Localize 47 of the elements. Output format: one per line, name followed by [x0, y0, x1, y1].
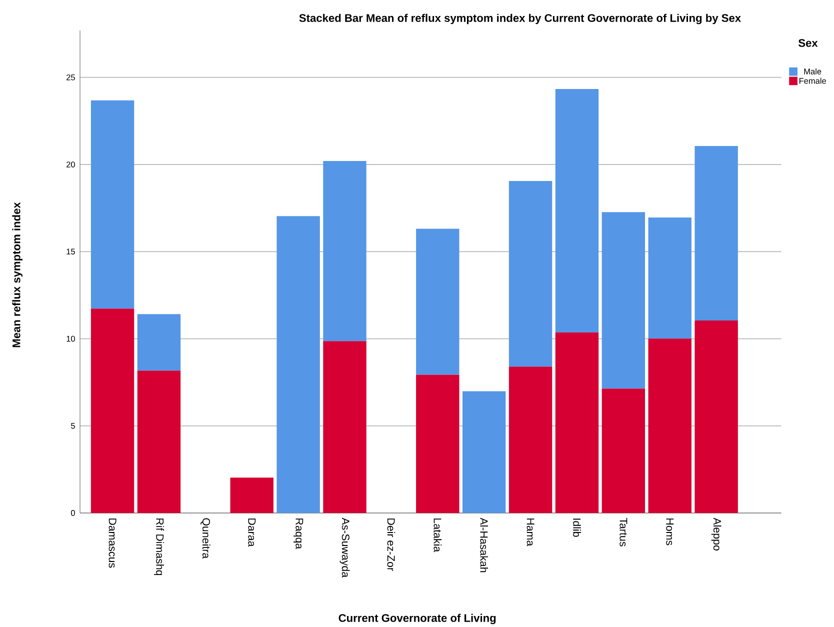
y-axis-title: Mean reflux symptom index — [12, 202, 23, 348]
bar — [555, 89, 599, 332]
y-tick-label: 25 — [66, 74, 75, 80]
bar — [694, 320, 738, 513]
bar — [230, 478, 274, 513]
x-tick-label: Deir ez-Zor — [387, 518, 396, 571]
bar — [416, 374, 460, 513]
x-tick-label: Idlib — [573, 518, 581, 537]
bar — [416, 228, 460, 375]
bar — [508, 366, 552, 513]
x-tick-label: Latakia — [434, 518, 442, 552]
x-tick-label: Al-Hasakah — [480, 518, 488, 572]
y-tick-label: 15 — [66, 248, 75, 255]
x-tick-label: Rif Dimashq — [154, 518, 164, 576]
x-tick-label: Aleppo — [711, 518, 722, 550]
y-tick-label: 10 — [66, 336, 75, 342]
y-tick-label: 20 — [66, 162, 75, 168]
bar — [90, 100, 134, 309]
bar — [648, 338, 692, 513]
bar — [602, 388, 646, 513]
legend-label: Male — [804, 68, 822, 74]
x-tick-label: Raqqa — [294, 518, 304, 550]
y-tick-label: 5 — [71, 422, 75, 429]
x-tick-label: Hama — [526, 518, 534, 546]
bar — [508, 181, 552, 367]
bar — [694, 146, 738, 320]
bar — [323, 341, 366, 513]
legend-label: Female — [799, 78, 826, 84]
bar — [137, 370, 181, 513]
bar — [90, 308, 134, 513]
bar — [462, 391, 506, 513]
x-tick-label: Quneitra — [200, 518, 210, 559]
x-tick-label: As-Suwayda — [340, 518, 350, 578]
bar — [137, 314, 181, 371]
x-tick-label: Damascus — [108, 518, 116, 568]
chart-title: Stacked Bar Mean of reflux symptom index by Current Governorate of Living by Sex — [299, 14, 741, 24]
x-tick-label: Daraa — [248, 518, 256, 547]
bar — [602, 212, 646, 389]
bar — [323, 161, 366, 342]
x-tick-label: Tartus — [620, 518, 628, 546]
bar — [276, 216, 320, 513]
legend-title: Sex — [798, 39, 818, 47]
y-tick-label: 0 — [71, 510, 75, 516]
x-tick-label: Homs — [666, 518, 674, 546]
x-axis-title: Current Governorate of Living — [338, 614, 496, 624]
bar — [555, 332, 599, 513]
bar — [648, 217, 692, 339]
